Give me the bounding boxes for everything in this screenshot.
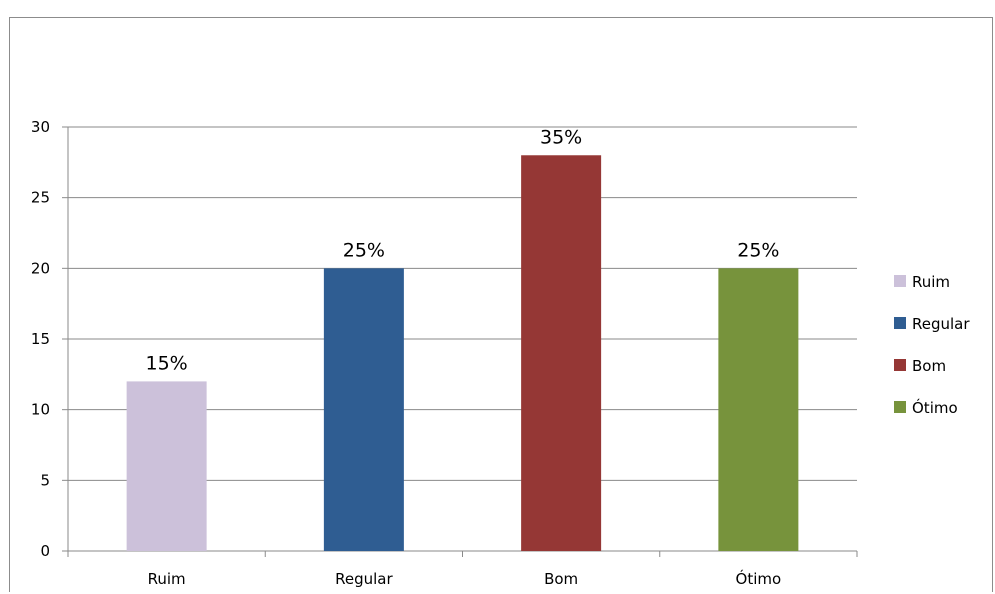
bar-ótimo: [718, 268, 799, 551]
legend-swatch: [894, 359, 906, 371]
y-tick-label: 10: [31, 401, 50, 419]
legend-swatch: [894, 317, 906, 329]
y-tick-label: 15: [31, 330, 50, 348]
x-tick-label: Bom: [544, 570, 578, 588]
legend-swatch: [894, 401, 906, 413]
legend-label: Regular: [912, 315, 970, 333]
bar-regular: [323, 268, 404, 551]
x-tick-label: Regular: [335, 570, 393, 588]
y-tick-label: 0: [40, 542, 50, 560]
y-tick-label: 20: [31, 259, 50, 277]
data-label: 25%: [737, 239, 779, 261]
bar-ruim: [126, 381, 207, 551]
legend-label: Ótimo: [912, 398, 958, 417]
legend-label: Bom: [912, 357, 946, 375]
y-tick-label: 5: [40, 471, 50, 489]
y-tick-label: 25: [31, 189, 50, 207]
legend-label: Ruim: [912, 273, 950, 291]
data-label: 25%: [343, 239, 385, 261]
data-label: 35%: [540, 126, 582, 148]
data-label: 15%: [146, 352, 188, 374]
bar-bom: [521, 155, 602, 551]
y-tick-label: 30: [31, 118, 50, 136]
legend-swatch: [894, 275, 906, 287]
x-tick-label: Ruim: [148, 570, 186, 588]
x-tick-label: Ótimo: [736, 569, 782, 588]
